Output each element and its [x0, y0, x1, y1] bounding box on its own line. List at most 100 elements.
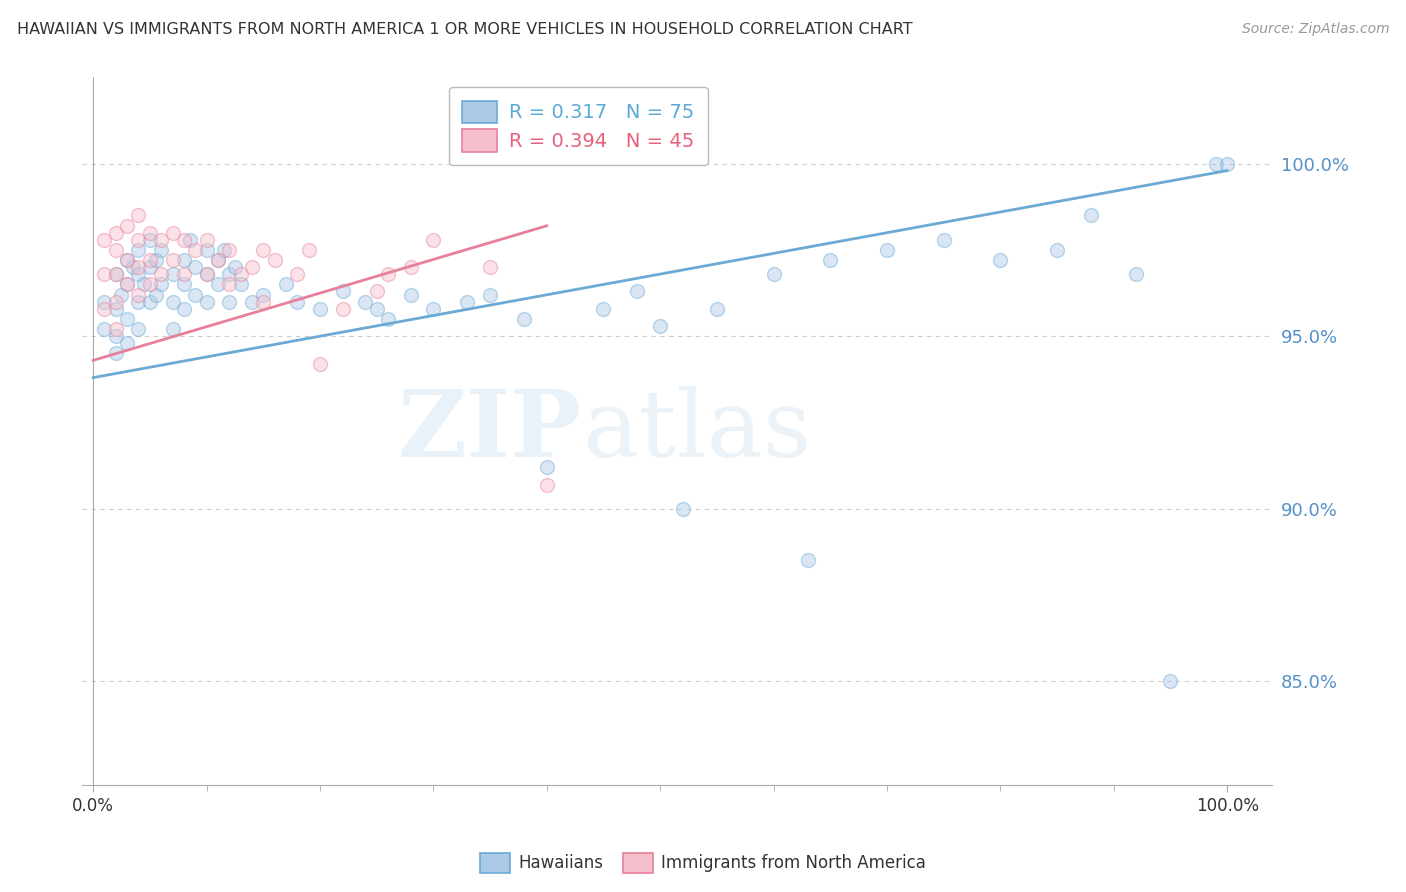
- Point: [128, 294, 150, 309]
- Point: [650, 318, 672, 333]
- Point: [1125, 267, 1147, 281]
- Point: [128, 288, 150, 302]
- Point: [195, 243, 218, 257]
- Point: [145, 253, 167, 268]
- Point: [988, 253, 1011, 268]
- Point: [150, 277, 173, 292]
- Point: [207, 253, 229, 268]
- Point: [1205, 157, 1227, 171]
- Point: [1216, 157, 1239, 171]
- Point: [115, 277, 138, 292]
- Point: [399, 260, 422, 275]
- Point: [195, 294, 218, 309]
- Point: [104, 322, 127, 336]
- Point: [104, 226, 127, 240]
- Point: [366, 285, 388, 299]
- Point: [173, 267, 195, 281]
- Point: [818, 253, 841, 268]
- Point: [139, 294, 162, 309]
- Legend: R = 0.317   N = 75, R = 0.394   N = 45: R = 0.317 N = 75, R = 0.394 N = 45: [449, 87, 707, 165]
- Point: [128, 243, 150, 257]
- Point: [229, 277, 252, 292]
- Text: HAWAIIAN VS IMMIGRANTS FROM NORTH AMERICA 1 OR MORE VEHICLES IN HOUSEHOLD CORREL: HAWAIIAN VS IMMIGRANTS FROM NORTH AMERIC…: [17, 22, 912, 37]
- Point: [173, 253, 195, 268]
- Point: [104, 329, 127, 343]
- Point: [93, 233, 115, 247]
- Point: [536, 477, 558, 491]
- Point: [104, 267, 127, 281]
- Point: [162, 226, 184, 240]
- Point: [195, 233, 218, 247]
- Point: [104, 294, 127, 309]
- Point: [513, 312, 536, 326]
- Point: [104, 346, 127, 360]
- Point: [145, 288, 167, 302]
- Point: [128, 322, 150, 336]
- Point: [93, 294, 115, 309]
- Point: [150, 267, 173, 281]
- Point: [150, 243, 173, 257]
- Point: [479, 260, 502, 275]
- Point: [252, 288, 274, 302]
- Point: [173, 277, 195, 292]
- Point: [162, 267, 184, 281]
- Point: [184, 260, 207, 275]
- Point: [218, 243, 240, 257]
- Point: [297, 243, 319, 257]
- Point: [762, 267, 785, 281]
- Point: [121, 260, 143, 275]
- Point: [128, 260, 150, 275]
- Point: [377, 267, 399, 281]
- Point: [104, 267, 127, 281]
- Point: [377, 312, 399, 326]
- Point: [162, 322, 184, 336]
- Point: [876, 243, 898, 257]
- Point: [104, 301, 127, 316]
- Point: [184, 288, 207, 302]
- Point: [195, 267, 218, 281]
- Point: [932, 233, 955, 247]
- Point: [218, 267, 240, 281]
- Point: [536, 460, 558, 475]
- Point: [224, 260, 246, 275]
- Point: [173, 301, 195, 316]
- Point: [115, 253, 138, 268]
- Point: [309, 357, 332, 371]
- Text: ZIP: ZIP: [398, 386, 582, 476]
- Point: [252, 243, 274, 257]
- Point: [354, 294, 377, 309]
- Point: [626, 285, 648, 299]
- Point: [207, 277, 229, 292]
- Point: [139, 233, 162, 247]
- Point: [479, 288, 502, 302]
- Point: [128, 209, 150, 223]
- Point: [115, 312, 138, 326]
- Point: [115, 219, 138, 233]
- Point: [285, 294, 308, 309]
- Point: [240, 260, 263, 275]
- Point: [1080, 209, 1102, 223]
- Point: [128, 233, 150, 247]
- Point: [139, 277, 162, 292]
- Point: [93, 301, 115, 316]
- Point: [139, 260, 162, 275]
- Point: [1159, 674, 1181, 689]
- Point: [672, 501, 695, 516]
- Point: [139, 226, 162, 240]
- Point: [115, 336, 138, 351]
- Point: [104, 243, 127, 257]
- Point: [366, 301, 388, 316]
- Point: [706, 301, 728, 316]
- Point: [162, 294, 184, 309]
- Point: [115, 277, 138, 292]
- Point: [93, 322, 115, 336]
- Point: [422, 233, 444, 247]
- Point: [179, 233, 201, 247]
- Point: [195, 267, 218, 281]
- Point: [263, 253, 285, 268]
- Point: [309, 301, 332, 316]
- Point: [592, 301, 614, 316]
- Point: [128, 267, 150, 281]
- Point: [93, 267, 115, 281]
- Point: [399, 288, 422, 302]
